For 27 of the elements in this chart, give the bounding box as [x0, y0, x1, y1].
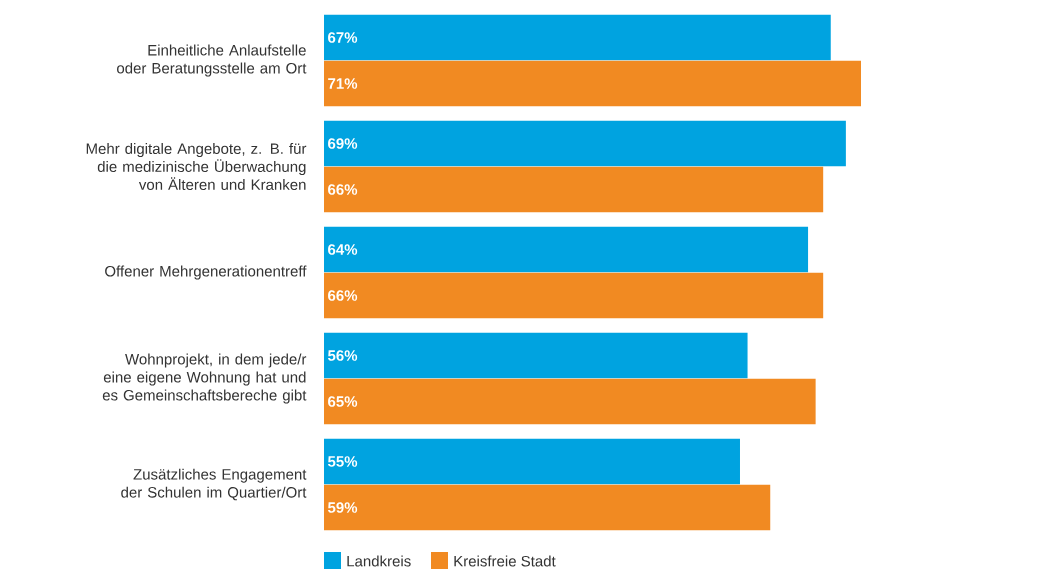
bar	[324, 378, 816, 425]
data-label: 55%	[327, 456, 358, 467]
bar	[324, 226, 809, 273]
data-label: 66%	[328, 290, 358, 301]
y-tick-label: Offener Mehrgenerationentreff	[105, 265, 307, 280]
bar	[324, 438, 740, 485]
bar	[324, 272, 824, 319]
y-tick-label: Mehr digitale Angebote, z. B. für die medizinische Überwachung von Älteren und Kranken	[86, 143, 307, 191]
bar	[324, 332, 748, 379]
data-label: 64%	[328, 244, 358, 255]
data-label: 67%	[328, 32, 358, 43]
bar	[324, 166, 824, 213]
bar	[324, 484, 771, 531]
legend-label: Landkreis	[347, 555, 411, 567]
data-label: 69%	[328, 138, 358, 149]
bar	[324, 60, 861, 107]
data-label: 66%	[328, 184, 358, 195]
y-tick-label: Einheitliche Anlaufstelle oder Beratungsstelle am Ort	[117, 44, 307, 77]
data-label: 65%	[328, 396, 358, 407]
legend-label: Kreisfreie Stadt	[454, 555, 556, 567]
bar	[324, 14, 831, 61]
data-label: 59%	[327, 502, 358, 513]
data-label: 56%	[327, 350, 358, 361]
bar	[324, 120, 846, 167]
y-tick-label: Zusätzliches Engagement der Schulen im Quartier/Ort	[121, 468, 307, 501]
y-tick-label: Wohnprojekt, in dem jede/r eine eigene Wohnung hat und es Gemeinschaftsbereche gibt	[102, 353, 307, 404]
data-label: 71%	[328, 78, 358, 89]
